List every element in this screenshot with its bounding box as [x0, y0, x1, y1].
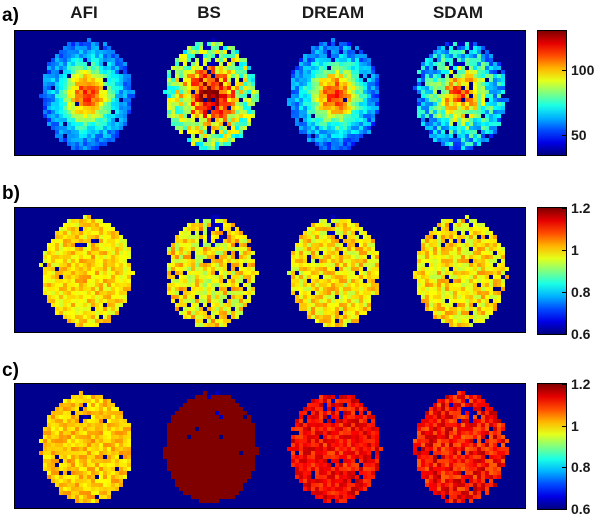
brain-map-afi	[39, 215, 135, 327]
panel-c-image-strip	[14, 383, 526, 509]
panel-label-b: b)	[2, 183, 20, 204]
panel-b-colorbar	[537, 207, 567, 335]
brain-map-bs	[167, 215, 259, 327]
panel-c-colorbar	[537, 383, 567, 510]
panel-b-colorbar-tick-label: 0.6	[571, 326, 591, 342]
brain-map-dream	[287, 38, 379, 150]
panel-c-colorbar-tick-mark	[562, 467, 567, 469]
panel-b-colorbar-tick-label: 0.8	[571, 284, 591, 300]
panel-a-colorbar-tick-label: 100	[571, 62, 595, 79]
panel-c-maps	[39, 391, 509, 503]
panel-b-image-strip	[14, 207, 526, 333]
panel-a-maps	[39, 38, 509, 150]
panel-a-image-strip	[14, 30, 526, 156]
brain-map-sdam	[413, 215, 509, 327]
panel-c-colorbar-tick-label: 0.6	[571, 501, 591, 517]
panel-c-colorbar-tick-label: 1	[571, 417, 579, 434]
panel-a-colorbar-tick-label: 50	[571, 127, 587, 144]
column-title-dream: DREAM	[301, 3, 365, 22]
column-title-bs: BS	[197, 3, 221, 22]
panel-b-colorbar-tick-label: 1.2	[571, 200, 591, 216]
panel-c-colorbar-tick-mark	[562, 384, 567, 385]
column-title-sdam: SDAM	[432, 3, 484, 22]
column-title-afi: AFI	[70, 3, 98, 22]
panel-a-colorbar	[537, 30, 567, 156]
brain-map-dream	[287, 215, 379, 327]
brain-map-sdam	[413, 42, 509, 150]
panel-b-maps	[39, 215, 509, 327]
brain-map-bs	[163, 391, 259, 503]
panel-a-colorbar-tick-mark	[562, 70, 567, 72]
panel-c-colorbar-tick-mark	[562, 425, 567, 427]
panel-b-colorbar-tick-mark	[562, 334, 567, 335]
brain-map-sdam	[413, 391, 509, 503]
panel-c-colorbar-tick-label: 1.2	[571, 376, 591, 392]
panel-b-colorbar-tick-mark	[562, 208, 567, 209]
brain-map-afi	[39, 38, 135, 150]
panel-label-a: a)	[2, 5, 19, 26]
panel-label-c: c)	[2, 360, 19, 381]
panel-a-colorbar-tick-mark	[562, 135, 567, 137]
panel-c-colorbar-tick-mark	[562, 509, 567, 510]
panel-b-colorbar-tick-mark	[562, 250, 567, 251]
panel-c-colorbar-tick-label: 0.8	[571, 459, 591, 476]
panel-b-colorbar-tick-label: 1	[571, 242, 579, 258]
panel-b-colorbar-tick-mark	[562, 292, 567, 293]
brain-map-afi	[39, 391, 135, 503]
brain-map-dream	[287, 395, 383, 503]
brain-map-bs	[163, 38, 259, 150]
